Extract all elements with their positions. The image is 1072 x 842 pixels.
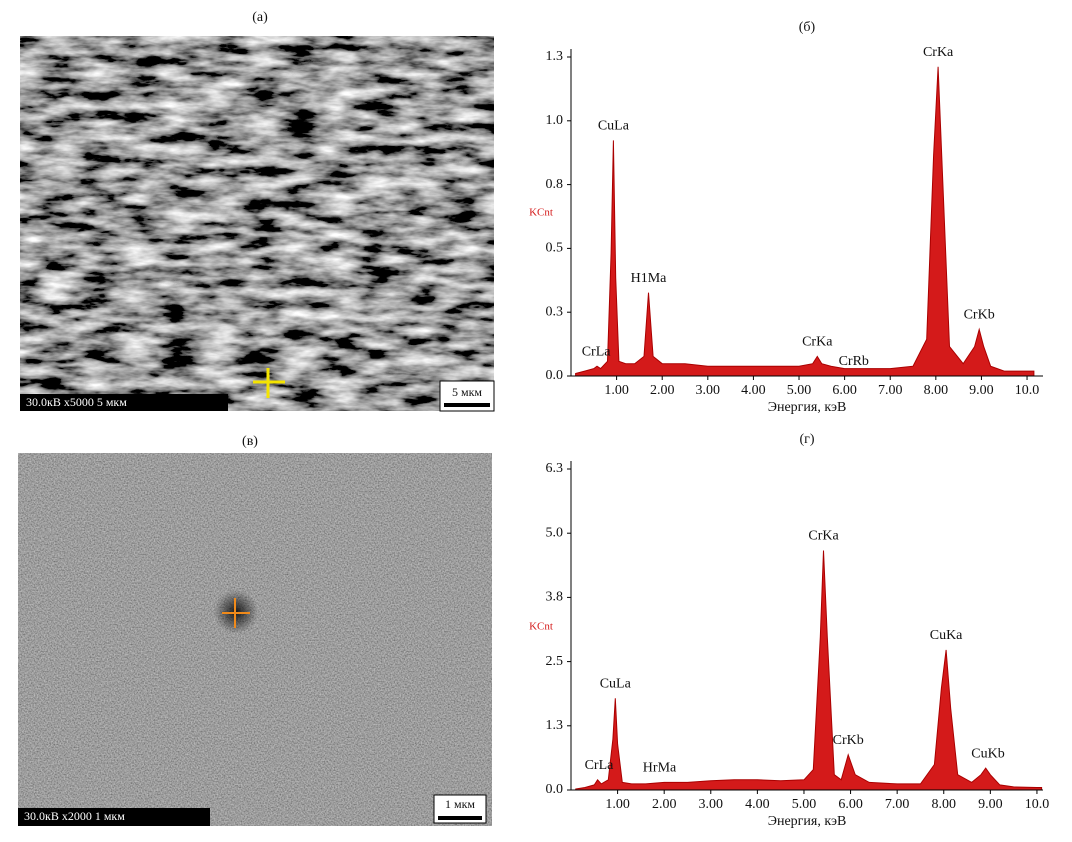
x-tick-label: 8.00 (924, 383, 949, 398)
cross (222, 598, 250, 628)
x-tick-label: 9.00 (969, 383, 994, 398)
sem-image (18, 453, 492, 826)
x-tick-label: 6.00 (838, 797, 863, 812)
peak-label: CrRb (839, 354, 869, 369)
x-tick-label: 8.00 (932, 797, 957, 812)
x-tick-label: 2.00 (650, 383, 675, 398)
y-tick-label: 0.3 (546, 304, 564, 319)
peak-label: CrKa (802, 335, 833, 350)
y-tick-label: 0.5 (546, 241, 564, 256)
info-bar (18, 808, 210, 826)
y-tick-label: 0.0 (546, 368, 564, 383)
image-label: (а) (252, 10, 268, 25)
x-axis-label: Энергия, кэВ (768, 400, 847, 415)
x-tick-label: 1.00 (605, 797, 630, 812)
cross (253, 368, 285, 398)
y-tick-label: 1.3 (546, 49, 564, 64)
peak-label: CuLa (598, 119, 630, 134)
peak-label: CrKa (808, 529, 839, 544)
scale-bar (444, 403, 490, 407)
peak-label: CuKb (971, 746, 1004, 761)
x-tick-label: 9.00 (978, 797, 1003, 812)
peak-label: HrMa (643, 761, 677, 776)
info-bar (20, 394, 228, 411)
peak-label: CrLa (582, 344, 612, 359)
x-tick-label: 1.00 (604, 383, 629, 398)
scale-label: 1 мкм (445, 797, 475, 811)
x-tick-label: 4.00 (745, 797, 770, 812)
spectrum-area (575, 66, 1035, 377)
x-tick-label: 5.00 (792, 797, 817, 812)
peak-label: H1Ma (631, 271, 668, 286)
y-tick-label: 6.3 (546, 461, 564, 476)
sem-image (20, 36, 494, 411)
peak-label: CrLa (585, 758, 615, 773)
peak-label: CrKb (964, 308, 995, 323)
x-tick-label: 4.00 (741, 383, 766, 398)
x-tick-label: 5.00 (787, 383, 812, 398)
x-tick-label: 3.00 (699, 797, 724, 812)
x-tick-label: 7.00 (885, 797, 910, 812)
x-tick-label: 3.00 (696, 383, 721, 398)
x-tick-label: 6.00 (832, 383, 857, 398)
peak-label: CuLa (600, 677, 632, 692)
peak-label: CuKa (930, 628, 963, 643)
image-info: 30.0кВ x5000 5 мкм (26, 395, 127, 409)
peak-label: CrKb (833, 733, 864, 748)
y-tick-label: 3.8 (546, 590, 564, 605)
chart-title: (б) (799, 20, 816, 35)
y-tick-label: 1.3 (546, 718, 564, 733)
scale-label: 5 мкм (452, 385, 482, 399)
spectrum-area (575, 550, 1043, 791)
image-label: (в) (242, 434, 258, 449)
x-tick-label: 2.00 (652, 797, 677, 812)
y-tick-label: 0.0 (546, 782, 564, 797)
peak-label: CrKa (923, 45, 954, 60)
y-axis-label: KCnt (529, 621, 553, 633)
x-tick-label: 7.00 (878, 383, 903, 398)
y-tick-label: 1.0 (546, 113, 564, 128)
x-tick-label: 10.0 (1025, 797, 1050, 812)
x-tick-label: 10.0 (1015, 383, 1040, 398)
y-tick-label: 5.0 (546, 525, 564, 540)
chart-title: (г) (799, 432, 814, 447)
scale-bar (438, 816, 482, 820)
image-info: 30.0кВ x2000 1 мкм (24, 809, 125, 823)
y-tick-label: 2.5 (546, 654, 564, 669)
y-axis-label: KCnt (529, 207, 553, 219)
y-tick-label: 0.8 (546, 177, 564, 192)
x-axis-label: Энергия, кэВ (768, 814, 847, 829)
